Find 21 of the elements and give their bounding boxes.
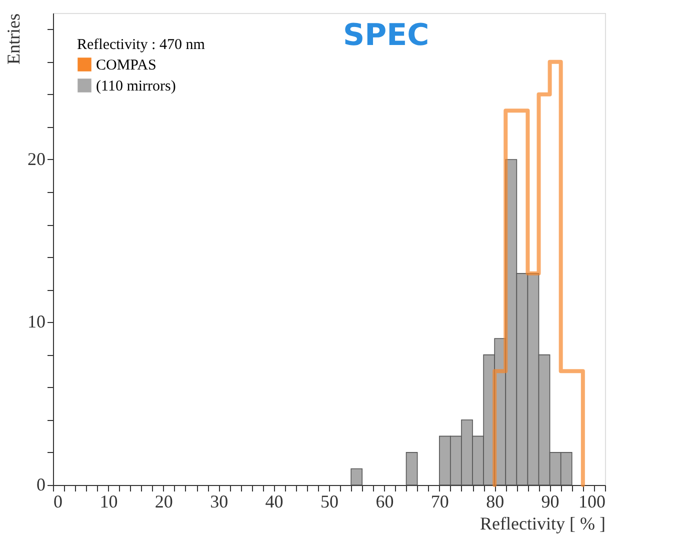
line-series [492,60,585,487]
x-tick-label: 20 [154,492,173,512]
legend-label: COMPAS [96,58,156,74]
annotation: SPEC [343,18,430,53]
x-tick-label: 90 [541,492,560,512]
x-tick-label: 80 [486,492,504,512]
x-tick-label: 0 [54,492,62,512]
x-tick-label: 50 [320,492,338,512]
y-tick-label: 20 [28,148,46,169]
x-tick-label: 60 [376,492,394,512]
legend-title: Reflectivity : 470 nm [77,37,206,53]
x-tick-label: 30 [210,492,228,512]
x-tick-label: 70 [430,492,449,512]
y-tick-label: 0 [36,474,46,494]
y-axis-title: Entries [4,14,24,64]
y-tick-label: 10 [28,312,46,332]
legend-label: (110 mirrors) [96,78,176,94]
x-axis-title: Reflectivity [ % ] [480,514,606,534]
x-tick-label: 100 [578,492,606,512]
x-tick-label: 40 [265,492,284,512]
x-tick-label: 10 [100,492,118,512]
